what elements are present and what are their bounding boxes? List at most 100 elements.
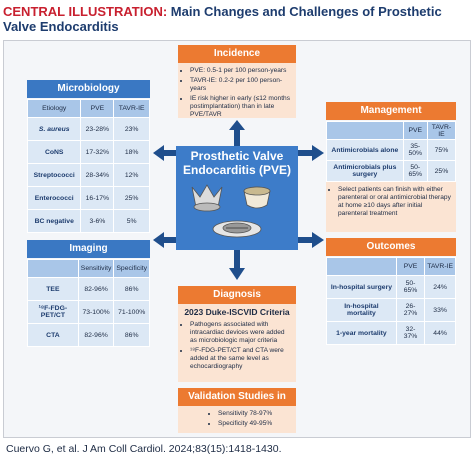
cell: 28-34% <box>80 163 115 187</box>
diagnosis-title: Diagnosis <box>178 286 296 304</box>
cell: 25% <box>426 160 457 182</box>
cell: 17-32% <box>80 140 115 164</box>
cell: 50-65% <box>395 275 426 299</box>
cell: CTA <box>27 323 79 347</box>
cell: Antimicrobials alone <box>326 139 404 161</box>
header-row: PVE TAVR-IE <box>326 121 457 140</box>
cell: In-hospital mortality <box>326 298 397 322</box>
row: CTA 82-96% 86% <box>27 323 150 347</box>
bullet: ¹⁸F-FDG-PET/CT and CTA were added at the… <box>190 347 292 371</box>
incidence-body: PVE: 0.5-1 per 100 person-years TAVR-IE: … <box>178 63 296 118</box>
cell: Streptococci <box>26 163 82 187</box>
cell: 23% <box>113 117 150 141</box>
bullet: Specificity 49-95% <box>218 420 292 428</box>
cell: 23-28% <box>80 117 115 141</box>
header-cell <box>27 259 79 278</box>
cell: 32-37% <box>395 321 426 345</box>
validation-body: Sensitivity 78-97% Specificity 49-95% <box>178 406 296 433</box>
row: CoNS 17-32% 18% <box>26 140 150 164</box>
cell: 44% <box>424 321 456 345</box>
cell: ¹⁸F-FDG-PET/CT <box>27 300 79 324</box>
imaging-table: Sensitivity Specificity TEE 82-96% 86% ¹⁸F-FD… <box>27 259 150 347</box>
cell: 33% <box>424 298 456 322</box>
incidence-title: Incidence <box>178 45 296 63</box>
cell: 24% <box>424 275 456 299</box>
row: Streptococci 28-34% 12% <box>26 163 150 187</box>
header-cell <box>326 257 397 276</box>
diagnosis-subtitle: 2023 Duke-ISCVID Criteria <box>184 307 290 317</box>
cell: Enterococci <box>26 186 82 210</box>
imaging-title: Imaging <box>27 240 150 258</box>
header-title: Main Changes and Challenges of Prostheti… <box>3 4 442 34</box>
row: ¹⁸F-FDG-PET/CT 73-100% 71-100% <box>27 300 150 324</box>
cell: 86% <box>113 323 150 347</box>
row: In-hospital mortality 26-27% 33% <box>326 298 456 322</box>
cell: 82-96% <box>77 277 115 301</box>
row: Antimicrobials plus surgery 50-65% 25% <box>326 160 457 182</box>
cell: 75% <box>426 139 457 161</box>
cell: 1-year mortality <box>326 321 397 345</box>
row: Enterococci 16-17% 25% <box>26 186 150 210</box>
header-cell: TAVR-IE <box>113 99 150 118</box>
cell: In-hospital surgery <box>326 275 397 299</box>
cell: 18% <box>113 140 150 164</box>
cell: 5% <box>113 209 150 233</box>
cell: 3-6% <box>80 209 115 233</box>
center-box: Prosthetic Valve Endocarditis (PVE) <box>176 146 298 250</box>
row: 1-year mortality 32-37% 44% <box>326 321 456 345</box>
bullet: IE risk higher in early (≤12 months post… <box>190 95 292 119</box>
cell: 35-50% <box>402 139 428 161</box>
cell: 25% <box>113 186 150 210</box>
header: CENTRAL ILLUSTRATION: Main Changes and C… <box>3 4 471 34</box>
cell: Antimicrobials plus surgery <box>326 160 404 182</box>
cell: TEE <box>27 277 79 301</box>
header-cell: Sensitivity <box>77 259 115 278</box>
cell: 26-27% <box>395 298 426 322</box>
cell: BC negative <box>26 209 82 233</box>
bullet: Pathogens associated with intracardiac d… <box>190 321 292 345</box>
header-cell: TAVR-IE <box>426 121 457 140</box>
cell: 82-96% <box>77 323 115 347</box>
header-row: PVE TAVR-IE <box>326 257 456 276</box>
cell: CoNS <box>26 140 82 164</box>
cell: 73-100% <box>77 300 115 324</box>
microbiology-title: Microbiology <box>27 80 150 98</box>
bullet: Sensitivity 78-97% <box>218 410 292 418</box>
diagnosis-body: 2023 Duke-ISCVID Criteria Pathogens asso… <box>178 304 296 382</box>
header-cell: PVE <box>402 121 428 140</box>
cell: 16-17% <box>80 186 115 210</box>
cell: S. aureus <box>26 117 82 141</box>
header-cell: TAVR-IE <box>424 257 456 276</box>
row: In-hospital surgery 50-65% 24% <box>326 275 456 299</box>
header-row: Sensitivity Specificity <box>27 259 150 278</box>
row: S. aureus 23-28% 23% <box>26 117 150 141</box>
cell: 12% <box>113 163 150 187</box>
bullet: PVE: 0.5-1 per 100 person-years <box>190 67 292 75</box>
management-table: PVE TAVR-IE Antimicrobials alone 35-50% 75% A… <box>326 121 457 182</box>
header-cell: PVE <box>80 99 115 118</box>
header-cell: PVE <box>395 257 426 276</box>
management-title: Management <box>326 102 456 120</box>
valve-images <box>191 184 271 238</box>
bullet: Select patients can finish with either p… <box>338 186 452 218</box>
management-notes: Select patients can finish with either p… <box>326 182 456 232</box>
row: Antimicrobials alone 35-50% 75% <box>326 139 457 161</box>
header-row: Etiology PVE TAVR-IE <box>26 99 150 118</box>
cell: 71-100% <box>113 300 150 324</box>
citation: Cuervo G, et al. J Am Coll Cardiol. 2024… <box>6 443 282 455</box>
header-cell <box>326 121 404 140</box>
outcomes-table: PVE TAVR-IE In-hospital surgery 50-65% 24% In… <box>326 257 456 345</box>
cell: 50-65% <box>402 160 428 182</box>
microbiology-table: Etiology PVE TAVR-IE S. aureus 23-28% 23% CoNS… <box>26 99 150 233</box>
outcomes-title: Outcomes <box>326 238 456 256</box>
row: BC negative 3-6% 5% <box>26 209 150 233</box>
center-title: Prosthetic Valve Endocarditis (PVE) <box>182 149 292 177</box>
bullet: TAVR-IE: 0.2-2 per 100 person-years <box>190 77 292 93</box>
cell: 86% <box>113 277 150 301</box>
header-cell: Etiology <box>26 99 82 118</box>
row: TEE 82-96% 86% <box>27 277 150 301</box>
header-cell: Specificity <box>113 259 150 278</box>
header-label: CENTRAL ILLUSTRATION: <box>3 4 168 19</box>
